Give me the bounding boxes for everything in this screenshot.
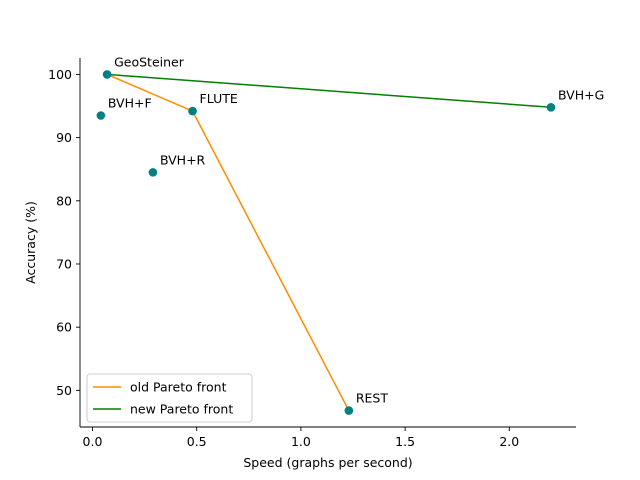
- data-points: GeoSteiner BVH+F FLUTE BVH+R REST BVH+G: [96, 54, 604, 415]
- point-rest: [344, 406, 354, 415]
- point-bvh-f: [96, 111, 106, 120]
- legend: old Pareto front new Pareto front: [86, 373, 253, 423]
- point-label-geosteiner: GeoSteiner: [114, 54, 185, 69]
- point-flute: [188, 106, 197, 116]
- y-tick-label: 50: [56, 383, 72, 398]
- point-bvh-g: [546, 102, 556, 112]
- x-tick-label: 1.0: [291, 434, 311, 449]
- y-tick-label: 70: [56, 256, 72, 271]
- x-axis-title: Speed (graphs per second): [243, 455, 412, 470]
- x-tick-label: 0.0: [83, 434, 103, 449]
- point-label-bvh-r: BVH+R: [160, 152, 206, 167]
- axes: 0.0 0.5 1.0 1.5 2.0 50 60 70 80 90 100 Speed (graph…: [23, 58, 576, 470]
- legend-entry-old-pareto-front: old Pareto front: [130, 380, 227, 395]
- legend-box: [86, 373, 253, 423]
- x-tick-label: 1.5: [395, 434, 415, 449]
- point-bvh-r: [148, 168, 158, 177]
- old-pareto-front-line: [106, 73, 350, 411]
- point-geosteiner: [102, 70, 112, 79]
- y-tick-label: 60: [56, 320, 72, 335]
- point-label-bvh-g: BVH+G: [558, 87, 604, 102]
- point-label-rest: REST: [356, 391, 389, 406]
- y-tick-label: 100: [48, 67, 72, 82]
- new-pareto-front-line: [107, 73, 552, 109]
- legend-entry-new-pareto-front: new Pareto front: [130, 402, 233, 417]
- y-tick-label: 80: [56, 193, 72, 208]
- y-axis-title: Accuracy (%): [23, 201, 38, 284]
- point-label-flute: FLUTE: [200, 91, 238, 106]
- x-tick-label: 2.0: [499, 434, 519, 449]
- y-tick-label: 90: [56, 130, 72, 145]
- point-label-bvh-f: BVH+F: [108, 95, 152, 110]
- series-lines: [106, 73, 552, 411]
- x-tick-label: 0.5: [187, 434, 207, 449]
